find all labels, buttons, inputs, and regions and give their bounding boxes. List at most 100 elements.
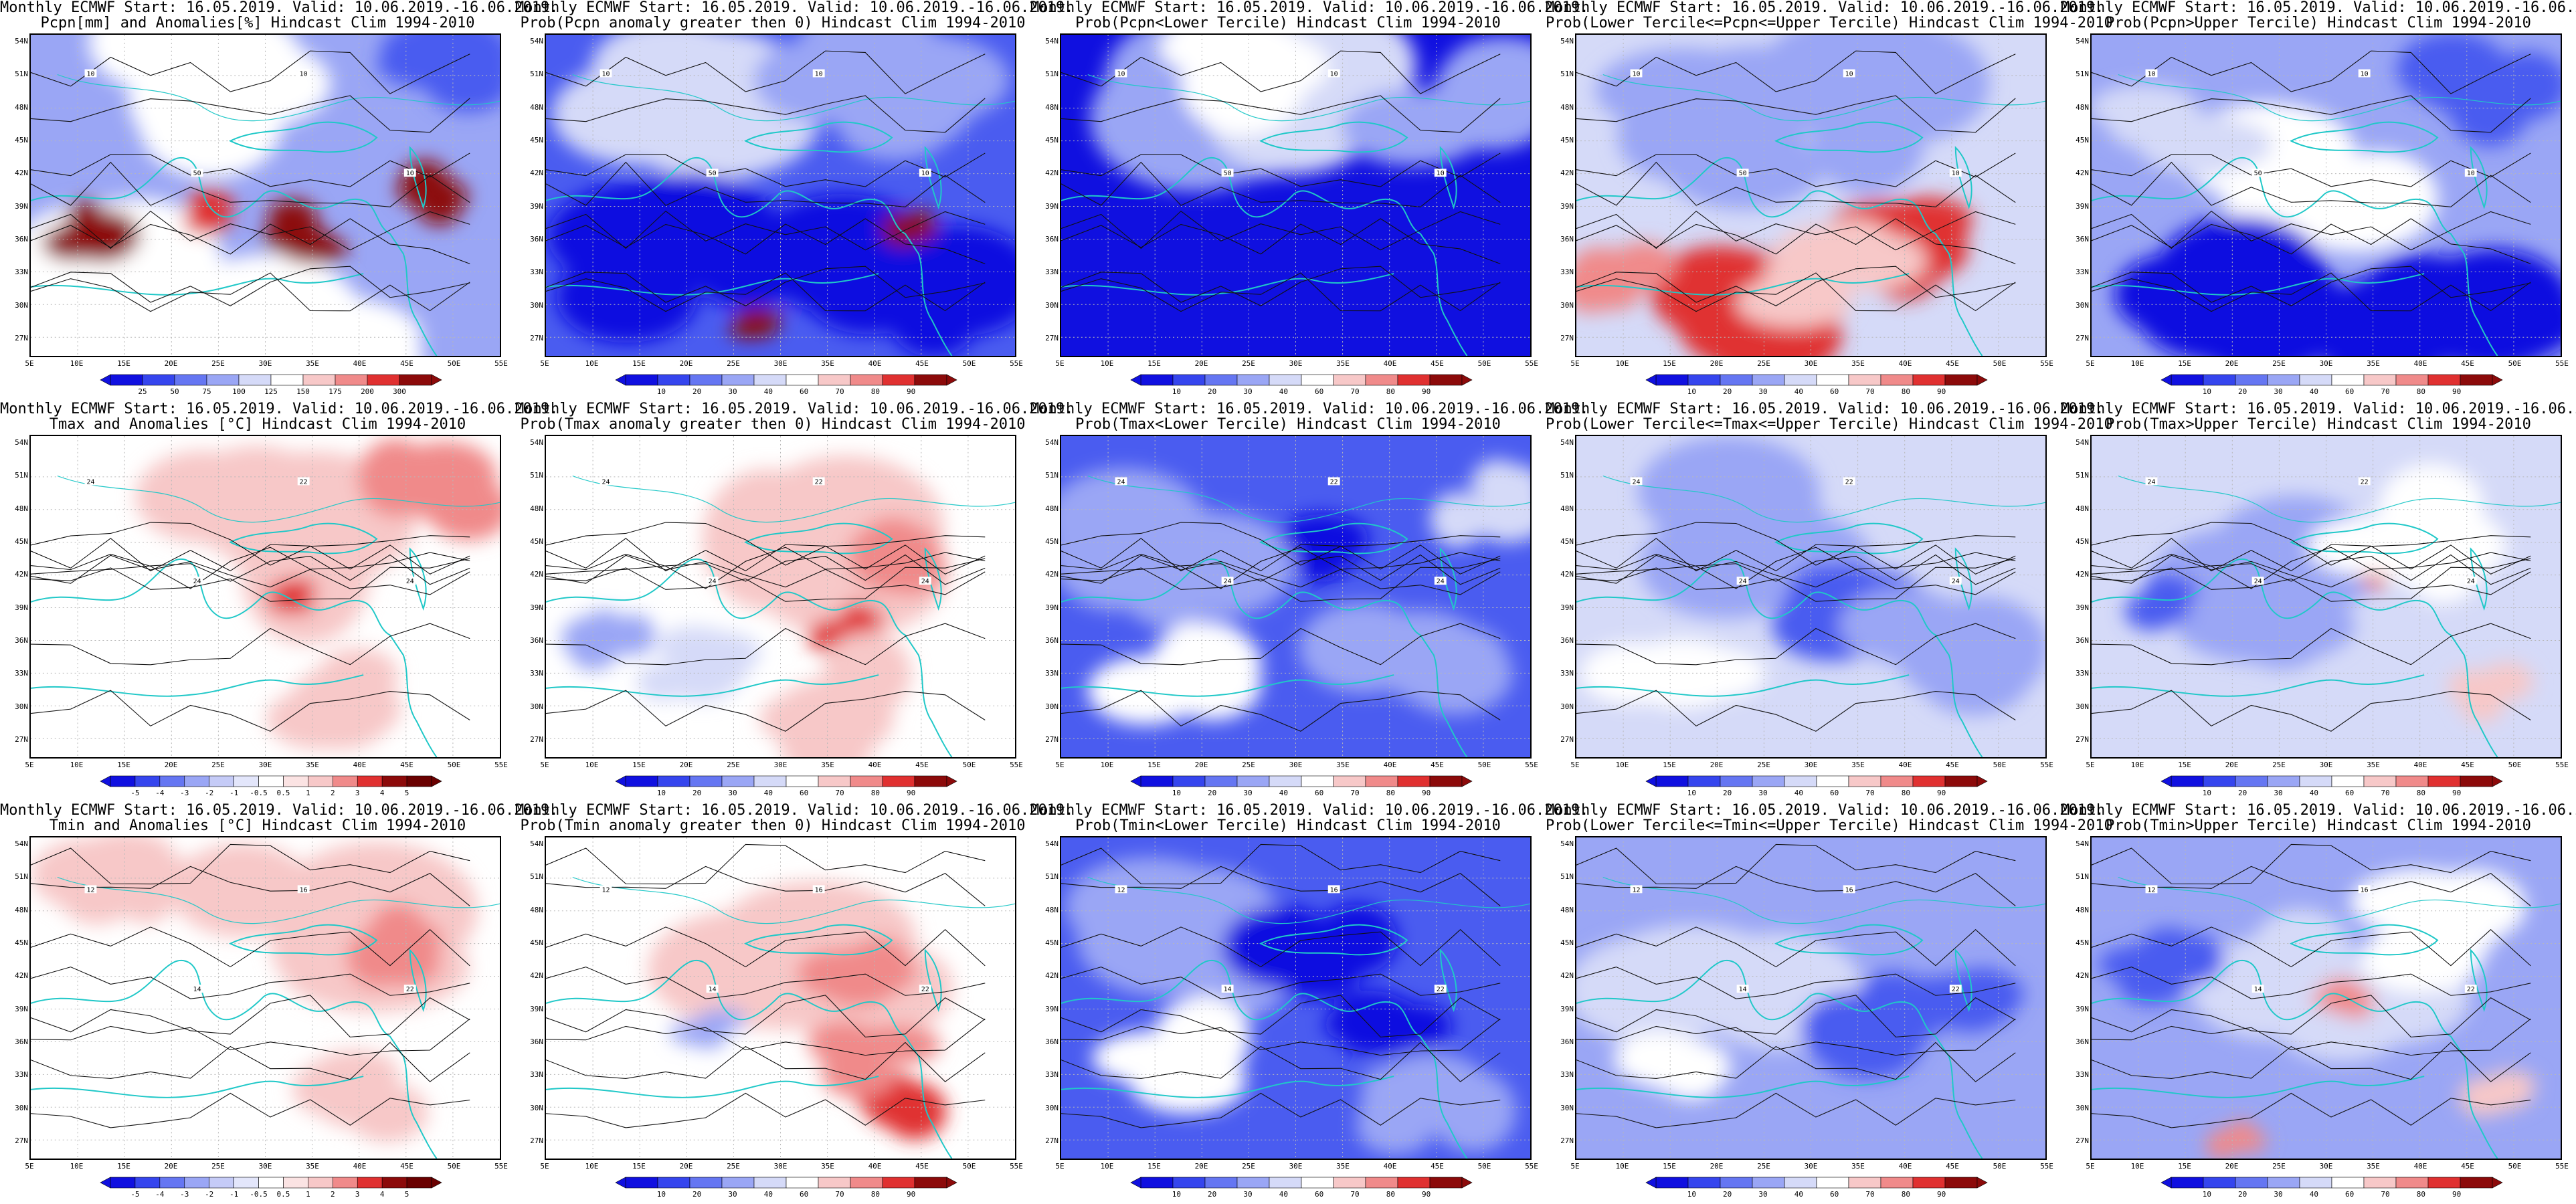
coastline xyxy=(2290,121,2439,153)
colorbar-tick-label: 30 xyxy=(2274,387,2283,396)
colorbar-tick-label: 60 xyxy=(1315,1190,1324,1199)
colorbar-tick-label: 80 xyxy=(1901,1190,1910,1199)
contour-label-box xyxy=(1434,985,1447,993)
colorbar-tick-label: 60 xyxy=(2345,1190,2355,1199)
map-canvas: 24 24 22 24 xyxy=(2090,435,2562,759)
latitude-tick-label: 33N xyxy=(1045,669,1059,678)
latitude-tick-label: 27N xyxy=(1560,334,1574,342)
colorbar-swatch xyxy=(753,1177,787,1189)
longitude-tick-label: 30E xyxy=(258,761,272,769)
colorbar xyxy=(1645,1177,1988,1189)
contour-label-box xyxy=(191,577,203,585)
latitude-tick-label: 42N xyxy=(1560,971,1574,981)
colorbar-swatch xyxy=(1752,374,1785,386)
colorbar-tick-label: 40 xyxy=(1794,387,1803,396)
colorbar-swatch xyxy=(882,775,915,787)
panel-title-line2: Prob(Tmax anomaly greater then 0) Hindca… xyxy=(520,416,1026,433)
colorbar-swatch xyxy=(657,775,691,787)
latitude-tick-label: 45N xyxy=(530,938,543,947)
colorbar-tick-label: 0.5 xyxy=(276,789,290,797)
colorbar-swatch xyxy=(209,775,234,787)
contour-line xyxy=(1061,153,1501,187)
latitude-tick-label: 39N xyxy=(2076,603,2089,612)
colorbar-swatch xyxy=(1752,1177,1785,1189)
colorbar-high-arrow xyxy=(1461,1177,1473,1189)
contour-line xyxy=(31,50,470,94)
contour-line xyxy=(1061,538,1501,575)
panel-title-line1: Monthly ECMWF Start: 16.05.2019. Valid: … xyxy=(0,802,559,819)
latitude-tick-label: 36N xyxy=(1560,1037,1574,1046)
latitude-tick-label: 45N xyxy=(2076,136,2089,144)
colorbar-swatch xyxy=(1655,775,1689,787)
longitude-tick-label: 20E xyxy=(2225,1162,2239,1171)
contour-line xyxy=(1061,623,1501,666)
latitude-tick-label: 48N xyxy=(2076,504,2089,513)
colorbar-tick-label: 80 xyxy=(870,789,880,797)
colorbar-swatch xyxy=(110,374,143,386)
longitude-tick-label: 40E xyxy=(353,1162,367,1171)
contour-label-box xyxy=(1115,69,1127,78)
colorbar-tick-label: 80 xyxy=(1901,789,1910,797)
coastline xyxy=(1774,121,1924,153)
colorbar-tick-label: 2 xyxy=(330,789,335,797)
colorbar-tick-label: 20 xyxy=(1723,789,1732,797)
colorbar-swatch xyxy=(753,374,787,386)
longitude-tick-label: 10E xyxy=(2130,761,2144,769)
contour-line xyxy=(1576,843,2016,885)
colorbar-tick-label: 5 xyxy=(404,1190,409,1199)
colorbar-low-arrow xyxy=(100,1177,111,1189)
contour-label: 10 xyxy=(87,70,95,78)
contour-label: 22 xyxy=(1952,986,1960,993)
colorbar-swatch xyxy=(625,374,658,386)
longitude-tick-label: 15E xyxy=(1147,761,1161,769)
colorbar-swatch xyxy=(357,1177,383,1189)
colorbar-tick-label: 10 xyxy=(2202,1190,2211,1199)
latitude-tick-label: 48N xyxy=(1045,905,1059,914)
colorbar-swatch xyxy=(367,374,400,386)
country-border xyxy=(572,475,1015,523)
contour-line xyxy=(1576,926,2016,968)
colorbar-tick-label: 30 xyxy=(2274,1190,2283,1199)
map-panel-precip-anom: Monthly ECMWF Start: 16.05.2019. Valid: … xyxy=(0,0,558,401)
longitude-tick-label: 20E xyxy=(1710,1162,1724,1171)
colorbar-swatch xyxy=(2267,374,2300,386)
colorbar-tick-label: 20 xyxy=(1723,387,1732,396)
panel-title-line1: Monthly ECMWF Start: 16.05.2019. Valid: … xyxy=(2061,0,2576,16)
colorbar-swatch xyxy=(2427,1177,2461,1189)
colorbar-low-arrow xyxy=(1130,1177,1141,1189)
longitude-tick-label: 5E xyxy=(540,1162,549,1171)
contour-line xyxy=(1061,926,1501,968)
contour-line xyxy=(1061,161,1501,207)
contour-label: 10 xyxy=(1330,70,1338,78)
contour-line xyxy=(546,266,986,306)
contour-label-box xyxy=(1949,985,1962,993)
contour-label-box xyxy=(1434,577,1447,585)
map-panel-precip-lower: Monthly ECMWF Start: 16.05.2019. Valid: … xyxy=(1030,0,1588,401)
map-panel-tmax-anom: Monthly ECMWF Start: 16.05.2019. Valid: … xyxy=(0,401,558,803)
contour-label: 22 xyxy=(300,478,308,486)
colorbar-swatch xyxy=(110,1177,136,1189)
longitude-tick-label: 25E xyxy=(1757,1162,1770,1171)
colorbar-tick-label: 40 xyxy=(1794,789,1803,797)
colorbar-tick-label: -0.5 xyxy=(250,789,268,797)
colorbar-tick-label: 90 xyxy=(1937,1190,1946,1199)
colorbar-swatch xyxy=(2427,374,2461,386)
latitude-tick-label: 27N xyxy=(1560,1136,1574,1145)
colorbar-swatch xyxy=(689,775,723,787)
field-shading xyxy=(135,438,500,750)
latitude-tick-label: 45N xyxy=(1045,938,1059,947)
contour-line xyxy=(546,1041,986,1082)
latitude-tick-label: 33N xyxy=(15,669,28,678)
contour-label-box xyxy=(2145,477,2158,486)
coastline xyxy=(1061,959,1468,1159)
contour-label-box xyxy=(2251,985,2264,993)
contour-label: 24 xyxy=(2467,578,2475,585)
contour-label-box xyxy=(600,885,612,894)
latitude-tick-label: 51N xyxy=(1560,471,1574,480)
contour-line xyxy=(546,1092,986,1128)
latitude-tick-label: 51N xyxy=(1560,70,1574,79)
coastline xyxy=(546,674,879,697)
map-panel-precip-prob-pos: Monthly ECMWF Start: 16.05.2019. Valid: … xyxy=(515,0,1073,401)
latitude-tick-label: 30N xyxy=(530,702,543,711)
latitude-tick-label: 27N xyxy=(1045,735,1059,744)
